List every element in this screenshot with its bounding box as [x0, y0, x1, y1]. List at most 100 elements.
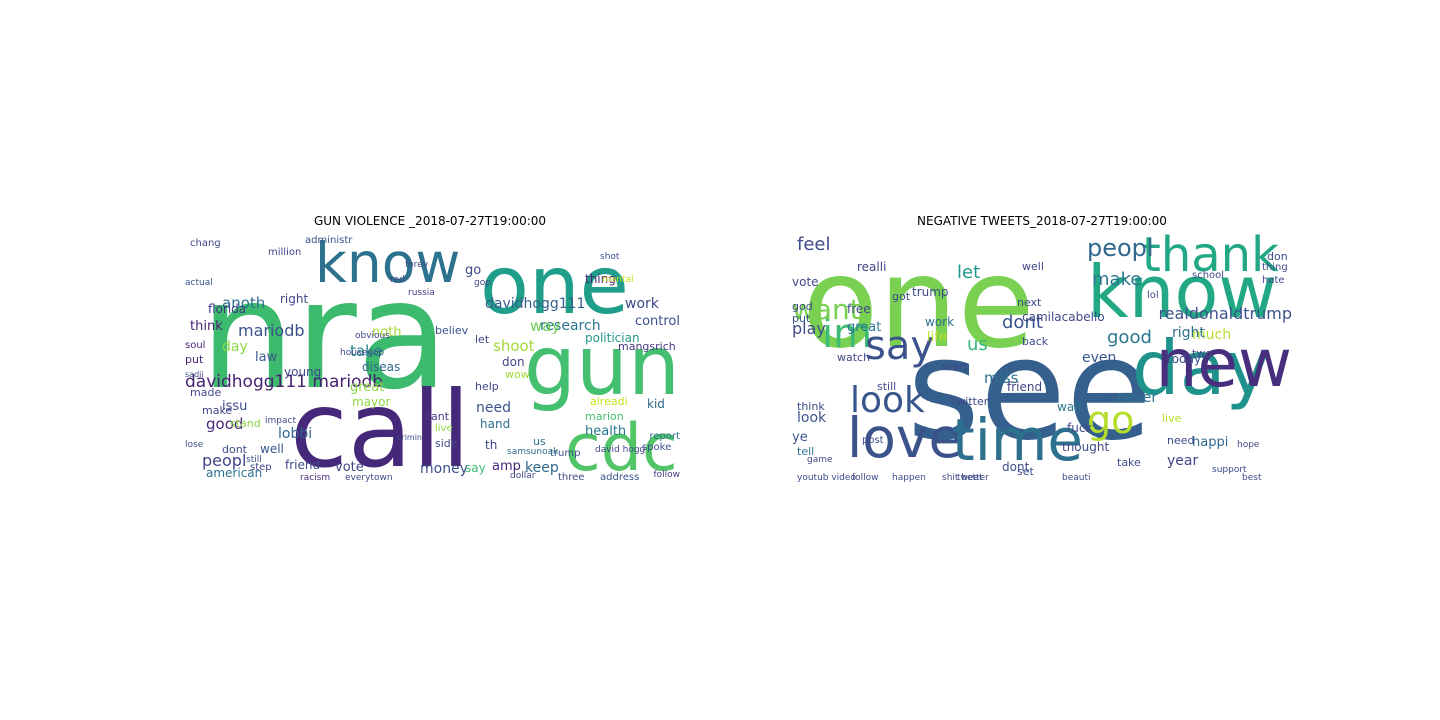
cloud-word: forev [405, 260, 429, 270]
cloud-word: back [1022, 335, 1049, 348]
cloud-word: amp [492, 459, 521, 474]
cloud-word: nra [200, 249, 449, 423]
cloud-word: cant [425, 410, 450, 423]
cloud-word: hand [480, 417, 511, 431]
cloud-word: money [420, 461, 468, 477]
cloud-word: day [222, 339, 248, 355]
cloud-word: right [1172, 325, 1205, 341]
cloud-word: right [280, 292, 309, 306]
cloud-word: follow [852, 473, 879, 483]
cloud-word: good [206, 415, 244, 433]
cloud-word: th [485, 438, 498, 452]
cloud-word: way [530, 317, 561, 335]
cloud-word: two [1192, 347, 1213, 360]
cloud-word: three [558, 472, 585, 483]
cloud-word: everytown [345, 473, 393, 483]
cloud-word: well [260, 442, 284, 456]
cloud-word: florida [208, 302, 247, 316]
cloud-word: cdc [565, 411, 678, 483]
cloud-word: go [465, 263, 482, 278]
cloud-word: mangsrich [618, 340, 676, 353]
cloud-word: need [1167, 434, 1195, 447]
cloud-word: shit better [942, 473, 989, 483]
cloud-word: look [797, 410, 827, 426]
cloud-word: administr [305, 235, 353, 246]
cloud-word: lol [1147, 290, 1159, 301]
cloud-word: peopl [202, 451, 247, 470]
cloud-word: still [877, 380, 897, 393]
cloud-word: noth [372, 325, 402, 340]
cloud-word: david hogg [595, 445, 646, 455]
cloud-word: put [792, 312, 811, 325]
cloud-word: tweet [957, 473, 983, 483]
cloud-word: dont [222, 443, 247, 456]
cloud-word: ye [792, 430, 808, 445]
cloud-word: friend [1007, 380, 1043, 394]
cloud-word: work [925, 315, 955, 329]
cloud-word: new [1155, 325, 1292, 402]
cloud-word: alreadi [590, 395, 628, 408]
cloud-word: live [1162, 412, 1182, 425]
cloud-word: go [1087, 398, 1135, 442]
cloud-word: red [390, 275, 405, 285]
cloud-word: best [1242, 473, 1262, 483]
cloud-word: lobbi [278, 426, 313, 442]
cloud-word: look [850, 380, 925, 421]
cloud-word: us [533, 435, 546, 448]
cloud-word: russia [408, 288, 435, 298]
cloud-word: make [202, 404, 233, 417]
cloud-word: obvious [355, 331, 390, 341]
cloud-word: got [892, 290, 911, 303]
cloud-word: actual [185, 278, 213, 288]
cloud-word: samsunoak [507, 447, 559, 457]
cloud-word: peopl [1087, 234, 1154, 262]
cloud-word: one [802, 231, 1035, 376]
cloud-word: great [847, 320, 882, 335]
cloud-word: davidhogg111 mariodb [185, 372, 384, 392]
cloud-word: still [246, 455, 262, 465]
cloud-word: address [600, 472, 640, 483]
cloud-word: crimin [397, 433, 422, 442]
cloud-word: today [1167, 352, 1202, 366]
cloud-word: control [634, 314, 680, 329]
cloud-word: politician [585, 331, 640, 345]
cloud-word: don [1267, 250, 1288, 263]
cloud-word: post [862, 435, 884, 446]
cloud-word: realdonaldtrump [1158, 304, 1292, 323]
cloud-word: next [1017, 296, 1042, 309]
cloud-word: gun [524, 319, 680, 414]
cloud-word: sadii [185, 370, 204, 379]
cloud-word: feel [797, 234, 831, 255]
cloud-word: set [1017, 465, 1034, 478]
cloud-word: shot [600, 252, 620, 262]
cloud-word: put [185, 353, 204, 366]
cloud-word: impact [265, 416, 296, 426]
cloud-word: play [792, 319, 826, 338]
cloud-word: thing [585, 272, 616, 286]
cloud-word: work [625, 296, 659, 312]
cloud-word: kid [647, 397, 665, 411]
cloud-word: say [465, 461, 486, 475]
cloud-word: think [190, 319, 223, 334]
cloud-word: million [268, 247, 302, 258]
cloud-word: thank [1142, 231, 1279, 283]
cloud-word: year [1167, 453, 1199, 469]
cloud-word: time [952, 406, 1084, 474]
cloud-word: youtub video [797, 473, 856, 483]
cloud-word: thought [1062, 440, 1110, 454]
cloud-word: friend [285, 458, 321, 472]
cloud-word: happen [892, 473, 926, 483]
cloud-word: davidhogg111 [485, 296, 586, 312]
cloud-word: dont [1002, 312, 1043, 333]
cloud-word: take [350, 342, 383, 360]
cloud-word: start [942, 360, 968, 373]
cloud-word: gop [474, 278, 491, 288]
cloud-word: don [502, 355, 525, 369]
cloud-word: anoth [222, 294, 266, 312]
cloud-word: keep [525, 460, 559, 476]
cloud-word: im [822, 311, 873, 357]
cloud-word: much [1192, 327, 1232, 343]
cloud-word: issu [222, 399, 248, 414]
cloud-word: good [1107, 327, 1152, 348]
cloud-word: wow [505, 368, 530, 381]
